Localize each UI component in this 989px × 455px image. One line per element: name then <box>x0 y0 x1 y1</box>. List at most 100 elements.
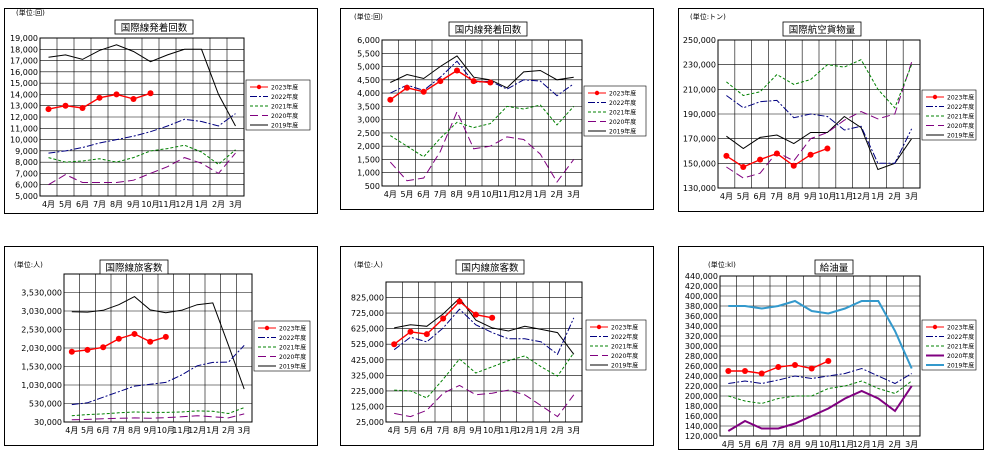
chart-title-box <box>99 259 169 275</box>
data-point-2023 <box>404 84 410 91</box>
data-point-2023 <box>723 152 730 159</box>
legend-label: 2019年度 <box>609 128 636 136</box>
x-tick-label: 2月 <box>888 440 901 449</box>
legend-label: 2022年度 <box>609 99 636 107</box>
data-point-2023 <box>130 95 137 102</box>
y-tick-label: 530,000 <box>29 400 62 409</box>
y-tick-label: 225,000 <box>351 387 384 396</box>
data-point-2023 <box>775 364 782 370</box>
data-point-2023 <box>824 145 831 152</box>
y-tick-label: 4,500 <box>357 76 380 85</box>
x-tick-label: 4月 <box>722 440 735 449</box>
chart-title-box <box>782 21 862 37</box>
y-tick-label: 3,530,000 <box>21 289 62 298</box>
y-tick-label: 12,000 <box>10 113 38 122</box>
y-tick-label: 280,000 <box>685 352 718 361</box>
x-tick-label: 3月 <box>229 200 242 209</box>
y-tick-label: 13,000 <box>10 102 38 111</box>
series-line-2022 <box>726 95 913 164</box>
x-tick-label: 10月 <box>818 192 836 201</box>
y-tick-label: 14,000 <box>10 90 38 99</box>
y-tick-label: 250,000 <box>683 36 716 45</box>
x-tick-label: 5月 <box>400 190 413 199</box>
x-tick-label: 7月 <box>112 426 125 435</box>
legend-label: 2022年度 <box>279 334 306 342</box>
data-point-2023 <box>96 94 103 101</box>
data-point-2023 <box>437 78 444 85</box>
y-tick-label: 150,000 <box>683 159 716 168</box>
data-point-2023 <box>456 298 463 305</box>
series-line-2021 <box>726 59 913 109</box>
y-tick-label: 500 <box>365 182 380 191</box>
legend-box <box>245 79 311 131</box>
x-tick-label: 11月 <box>499 426 517 435</box>
unit-label: (単位:人) <box>354 260 383 269</box>
legend-label: 2023年度 <box>279 325 306 333</box>
y-tick-label: 11,000 <box>10 124 38 133</box>
x-tick-label: 7月 <box>770 192 783 201</box>
data-point-2023 <box>113 91 120 98</box>
x-tick-label: 12月 <box>516 426 534 435</box>
x-tick-label: 1月 <box>872 440 885 449</box>
legend-label: 2020年度 <box>947 122 974 130</box>
y-tick-label: 320,000 <box>685 332 718 341</box>
chart-svg: 500 1,000 1,500 2,000 2,500 3,000 3,500 4,000 4,… <box>340 8 654 210</box>
x-tick-label: 4月 <box>388 426 401 435</box>
x-tick-label: 3月 <box>905 440 918 449</box>
y-tick-label: 420,000 <box>685 282 718 291</box>
x-tick-label: 2月 <box>222 426 235 435</box>
x-tick-label: 2月 <box>888 192 901 201</box>
data-point-2023 <box>725 368 732 374</box>
series-line-2019 <box>48 44 236 127</box>
data-point-2023 <box>423 331 430 338</box>
data-point-2023 <box>489 314 496 321</box>
data-point-2023 <box>757 156 764 163</box>
series-line-2020 <box>726 62 913 179</box>
series-line-2021 <box>728 380 912 405</box>
series-line-2020 <box>394 384 575 418</box>
data-point-2023 <box>825 358 832 364</box>
chart-svg: 120,000140,000160,000180,000200,000220,0… <box>678 246 984 450</box>
y-tick-label: 19,000 <box>10 34 38 43</box>
data-point-2023 <box>472 311 479 318</box>
y-tick-label: 170,000 <box>683 135 716 144</box>
y-tick-label: 1,000 <box>357 169 380 178</box>
y-tick-label: 130,000 <box>683 184 716 193</box>
data-point-2023 <box>147 90 154 97</box>
y-tick-label: 2,000 <box>357 142 380 151</box>
legend-label: 2023年度 <box>609 90 636 98</box>
series-line-2022 <box>390 60 574 97</box>
x-tick-label: 12月 <box>515 190 533 199</box>
series-line-2019 <box>726 115 913 171</box>
y-tick-label: 825,000 <box>351 294 384 303</box>
y-tick-label: 9,000 <box>15 147 38 156</box>
x-tick-label: 10月 <box>141 200 159 209</box>
y-tick-label: 125,000 <box>351 402 384 411</box>
y-tick-label: 425,000 <box>351 356 384 365</box>
legend-box <box>921 89 977 141</box>
x-tick-label: 12月 <box>188 426 206 435</box>
y-tick-label: 30,000 <box>34 418 62 427</box>
x-tick-label: 3月 <box>567 426 580 435</box>
y-tick-label: 300,000 <box>685 342 718 351</box>
intl-flights-panel: 5,000 6,000 7,000 8,000 9,000 10,000 11,000 12,… <box>4 8 318 214</box>
x-tick-label: 1月 <box>871 192 884 201</box>
legend-label: 2022年度 <box>947 333 974 341</box>
y-tick-label: 190,000 <box>683 110 716 119</box>
x-tick-label: 8月 <box>788 440 801 449</box>
chart-title-box <box>114 19 194 35</box>
x-tick-label: 7月 <box>93 200 106 209</box>
x-tick-label: 9月 <box>804 192 817 201</box>
x-tick-label: 10月 <box>483 426 501 435</box>
x-tick-label: 9月 <box>805 440 818 449</box>
data-point-2023 <box>792 362 798 368</box>
legend-label: 2019年度 <box>271 122 298 130</box>
x-tick-label: 2月 <box>212 200 225 209</box>
chart-svg: 25,000 125,000 225,000 325,000 425,000 525,00… <box>340 246 654 446</box>
y-tick-label: 180,000 <box>685 402 718 411</box>
x-tick-label: 11月 <box>158 200 176 209</box>
x-tick-label: 8月 <box>110 200 123 209</box>
legend-marker-2023 <box>264 325 270 331</box>
